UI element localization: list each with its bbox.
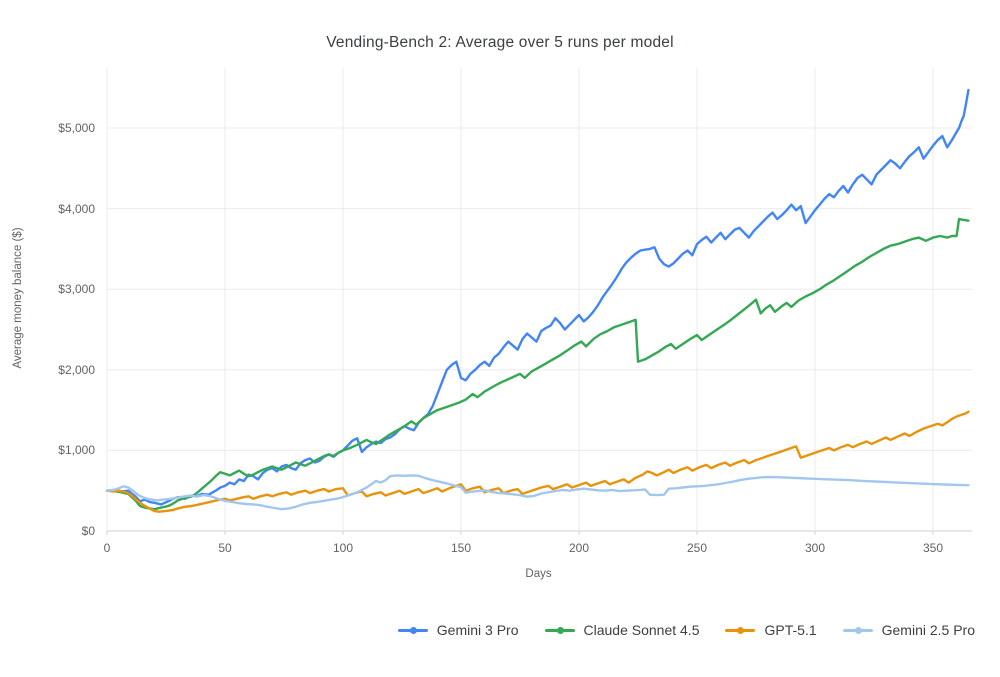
- series-line-gemini-2-5-pro: [105, 474, 970, 511]
- legend-item-gemini-3-pro: Gemini 3 Pro: [397, 622, 519, 638]
- legend-item-gpt-5-1: GPT-5.1: [725, 622, 817, 638]
- plot-area: [105, 68, 972, 535]
- y-tick-label: $4,000: [58, 201, 95, 216]
- x-tick-label: 0: [103, 541, 111, 555]
- x-tick-label: 250: [686, 541, 708, 555]
- x-tick-label: 100: [332, 541, 354, 555]
- x-tick-label: 150: [450, 541, 472, 555]
- legend-line-marker-icon: [842, 625, 873, 635]
- series-line-claude-sonnet-4-5: [105, 217, 970, 511]
- legend-label: Gemini 2.5 Pro: [881, 622, 975, 638]
- legend-line-marker-icon: [544, 625, 575, 635]
- legend-line-marker-icon: [397, 625, 428, 635]
- y-tick-label: $2,000: [58, 362, 95, 377]
- legend-item-claude-sonnet-4-5: Claude Sonnet 4.5: [544, 622, 700, 638]
- y-tick-label: $5,000: [58, 121, 95, 135]
- chart-title: Vending-Bench 2: Average over 5 runs per…: [326, 34, 674, 51]
- legend-label: GPT-5.1: [764, 622, 817, 638]
- y-tick-label: $0: [81, 524, 95, 538]
- legend-label: Claude Sonnet 4.5: [583, 622, 700, 638]
- legend-item-gemini-2-5-pro: Gemini 2.5 Pro: [842, 622, 975, 638]
- x-tick-label: 350: [922, 541, 944, 555]
- x-tick-label: 50: [218, 541, 232, 555]
- x-axis-title: Days: [525, 568, 552, 580]
- x-tick-label: 300: [804, 541, 826, 555]
- legend-label: Gemini 3 Pro: [436, 622, 519, 638]
- x-tick-label: 200: [568, 541, 590, 555]
- y-tick-label: $3,000: [58, 282, 95, 297]
- y-tick-label: $1,000: [58, 443, 95, 458]
- series-line-gpt-5-1: [105, 410, 970, 513]
- legend-line-marker-icon: [725, 625, 756, 635]
- y-axis-title: Average money balance ($): [12, 227, 24, 369]
- series-line-gemini-3-pro: [105, 88, 970, 506]
- legend: Gemini 3 Pro Claude Sonnet 4.5 GPT-5.1 Gemi…: [0, 615, 975, 645]
